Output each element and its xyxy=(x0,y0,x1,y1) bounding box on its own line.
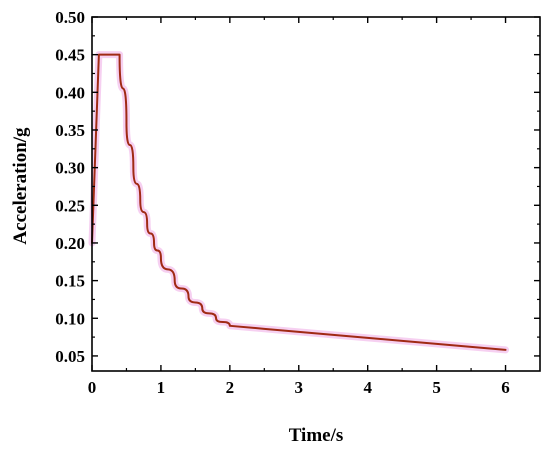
y-tick-label: 0.05 xyxy=(55,347,85,366)
y-tick-label: 0.45 xyxy=(55,46,85,65)
x-tick-label: 2 xyxy=(226,378,235,397)
y-axis-title: Acceleration/g xyxy=(10,127,31,245)
line-shadow-layer xyxy=(88,51,510,354)
y-tick-label: 0.15 xyxy=(55,272,85,291)
y-tick-label: 0.30 xyxy=(55,159,85,178)
x-tick-label: 6 xyxy=(501,378,510,397)
y-tick-label: 0.25 xyxy=(55,196,85,215)
plot-frame xyxy=(91,16,541,372)
y-tick-label: 0.20 xyxy=(55,234,85,253)
x-axis-title: Time/s xyxy=(289,425,344,446)
y-tick-label: 0.35 xyxy=(55,121,85,140)
series-line-shadow xyxy=(88,51,510,354)
axes xyxy=(91,16,541,372)
x-tick-label: 3 xyxy=(295,378,304,397)
y-tick-label: 0.40 xyxy=(55,83,85,102)
y-tick-label: 0.10 xyxy=(55,309,85,328)
x-tick-label: 5 xyxy=(432,378,441,397)
series-line-layer xyxy=(91,53,507,351)
tick-labels: 0 1 2 3 4 5 6 0.05 0.10 0.15 0.20 0.25 0.30 0.35 0.40 0… xyxy=(55,8,510,397)
x-tick-label: 0 xyxy=(88,378,97,397)
x-tick-label: 4 xyxy=(363,378,372,397)
y-tick-label: 0.50 xyxy=(55,8,85,27)
x-tick-label: 1 xyxy=(157,378,166,397)
series-line xyxy=(91,53,507,351)
ticks xyxy=(91,16,540,371)
